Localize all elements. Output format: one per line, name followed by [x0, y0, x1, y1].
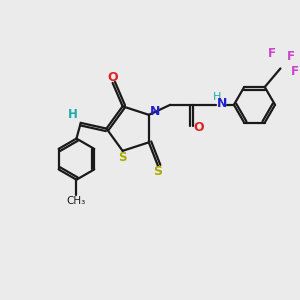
- Text: S: S: [153, 165, 162, 178]
- Text: F: F: [268, 47, 276, 60]
- Text: CH₃: CH₃: [67, 196, 86, 206]
- Text: H: H: [213, 92, 221, 102]
- Text: F: F: [291, 65, 299, 78]
- Text: O: O: [193, 121, 203, 134]
- Text: N: N: [150, 105, 160, 118]
- Text: F: F: [287, 50, 295, 63]
- Text: N: N: [217, 97, 227, 110]
- Text: S: S: [118, 152, 127, 164]
- Text: O: O: [107, 71, 118, 84]
- Text: H: H: [68, 108, 78, 122]
